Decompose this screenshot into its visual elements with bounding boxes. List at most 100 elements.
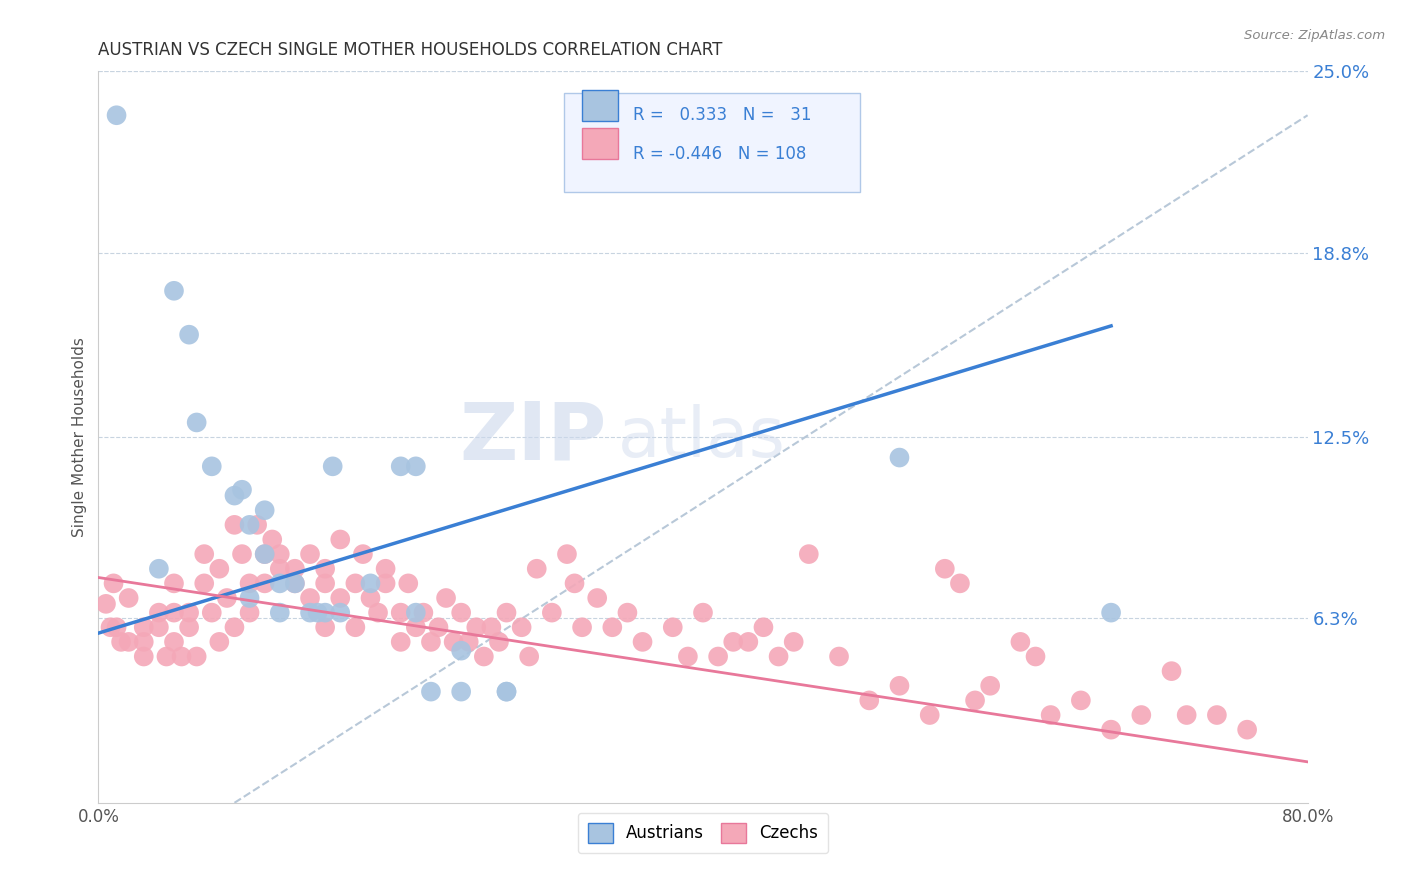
Y-axis label: Single Mother Households: Single Mother Households [72, 337, 87, 537]
Point [450, 684, 472, 698]
Point [1010, 635, 1032, 649]
Point [246, 517, 269, 532]
Point [918, 708, 941, 723]
Point [360, 591, 382, 605]
Point [768, 649, 790, 664]
Point [405, 459, 427, 474]
Point [170, 649, 193, 664]
Point [602, 620, 624, 634]
Point [94, 597, 117, 611]
Point [132, 649, 155, 664]
Point [269, 547, 291, 561]
Legend: Austrians, Czechs: Austrians, Czechs [578, 813, 828, 853]
Point [253, 503, 276, 517]
Point [949, 576, 972, 591]
Point [299, 547, 322, 561]
Point [118, 635, 141, 649]
Point [148, 562, 170, 576]
Point [828, 649, 851, 664]
Point [1236, 723, 1258, 737]
Point [208, 635, 231, 649]
Point [284, 576, 307, 591]
Point [239, 576, 262, 591]
Point [979, 679, 1001, 693]
Point [118, 591, 141, 605]
Point [631, 635, 654, 649]
Point [253, 547, 276, 561]
Point [284, 576, 307, 591]
Point [231, 483, 253, 497]
Point [110, 635, 132, 649]
Point [262, 533, 284, 547]
Point [586, 591, 609, 605]
Point [389, 459, 412, 474]
Point [193, 547, 215, 561]
Point [495, 684, 517, 698]
Point [155, 649, 177, 664]
Point [934, 562, 956, 576]
Point [224, 517, 246, 532]
Point [186, 416, 208, 430]
Text: R =   0.333   N =   31: R = 0.333 N = 31 [633, 106, 811, 125]
Point [367, 606, 389, 620]
Point [1099, 606, 1122, 620]
Point [389, 606, 412, 620]
Point [179, 606, 201, 620]
Point [858, 693, 880, 707]
Point [360, 576, 382, 591]
Point [1175, 708, 1198, 723]
Point [481, 620, 503, 634]
Point [526, 562, 548, 576]
Point [1130, 708, 1153, 723]
Point [555, 547, 578, 561]
Point [163, 606, 186, 620]
Point [1070, 693, 1092, 707]
Point [495, 606, 517, 620]
Point [412, 606, 434, 620]
Point [1099, 723, 1122, 737]
Point [420, 684, 443, 698]
Point [517, 649, 540, 664]
Point [707, 649, 730, 664]
Point [239, 517, 262, 532]
Point [132, 620, 155, 634]
Point [737, 635, 759, 649]
FancyBboxPatch shape [582, 90, 619, 121]
Point [163, 576, 186, 591]
Point [284, 562, 307, 576]
Point [1024, 649, 1046, 664]
Point [239, 606, 262, 620]
Point [231, 547, 253, 561]
Point [450, 643, 472, 657]
Point [103, 576, 125, 591]
Point [253, 576, 276, 591]
Point [201, 606, 224, 620]
Point [329, 533, 352, 547]
Point [314, 562, 336, 576]
Point [405, 620, 427, 634]
Point [100, 620, 122, 634]
Text: AUSTRIAN VS CZECH SINGLE MOTHER HOUSEHOLDS CORRELATION CHART: AUSTRIAN VS CZECH SINGLE MOTHER HOUSEHOL… [98, 41, 723, 59]
Point [457, 635, 479, 649]
Point [443, 635, 465, 649]
Point [344, 620, 367, 634]
Point [307, 606, 329, 620]
Point [564, 576, 586, 591]
Point [465, 620, 488, 634]
Point [389, 635, 412, 649]
Point [314, 576, 336, 591]
Point [314, 606, 336, 620]
Point [692, 606, 714, 620]
Point [510, 620, 533, 634]
Point [396, 576, 419, 591]
Text: ZIP: ZIP [458, 398, 606, 476]
Point [427, 620, 450, 634]
FancyBboxPatch shape [582, 128, 619, 159]
Point [1160, 664, 1182, 678]
Point [1039, 708, 1062, 723]
Point [148, 606, 170, 620]
Point [299, 606, 322, 620]
Point [186, 649, 208, 664]
Text: R = -0.446   N = 108: R = -0.446 N = 108 [633, 145, 806, 162]
Point [193, 576, 215, 591]
